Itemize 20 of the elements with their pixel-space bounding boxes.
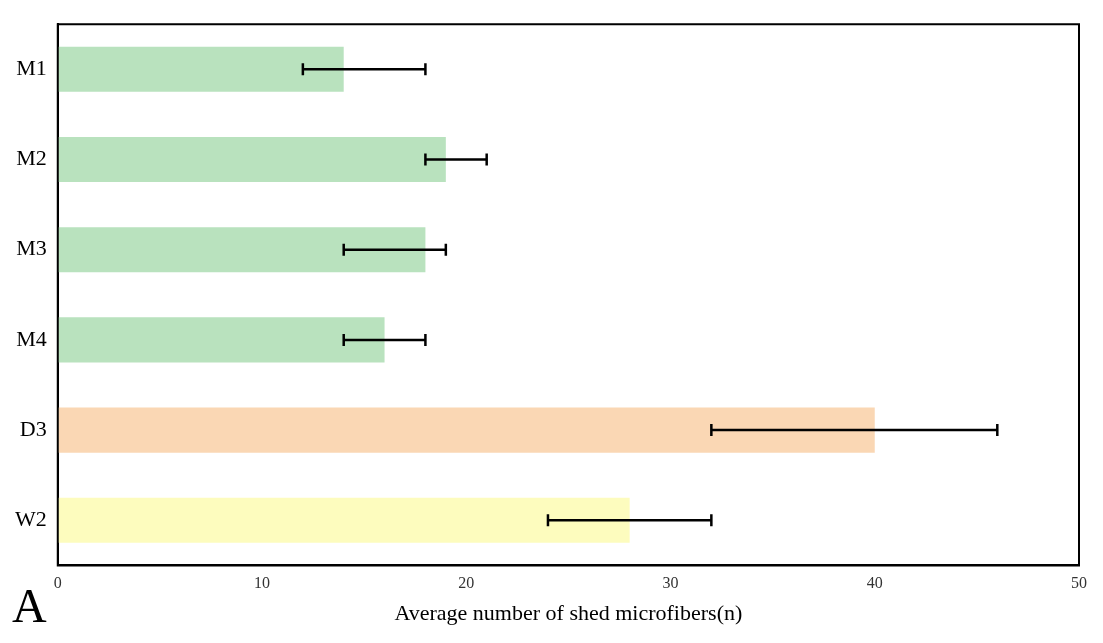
y-tick-label: M4	[16, 325, 47, 351]
y-tick-label: W2	[15, 506, 47, 532]
x-tick-label: 10	[254, 574, 271, 592]
text: A	[12, 578, 47, 632]
x-tick-label: 40	[866, 574, 883, 592]
bar	[57, 407, 875, 453]
bar	[57, 497, 630, 543]
y-tick-label: M3	[16, 235, 47, 261]
bar	[57, 46, 344, 92]
x-tick-label: 30	[662, 574, 679, 592]
y-tick-label: M2	[16, 145, 47, 171]
x-tick-label: 0	[53, 574, 62, 592]
bar	[57, 317, 385, 363]
x-axis-title: Average number of shed microfibers(n)	[394, 599, 743, 625]
y-tick-label: D3	[19, 415, 47, 441]
bar	[57, 227, 426, 273]
x-tick-label: 20	[458, 574, 475, 592]
y-tick-label: M1	[16, 55, 47, 81]
bar	[57, 136, 446, 183]
x-tick-label: 50	[1071, 574, 1087, 592]
